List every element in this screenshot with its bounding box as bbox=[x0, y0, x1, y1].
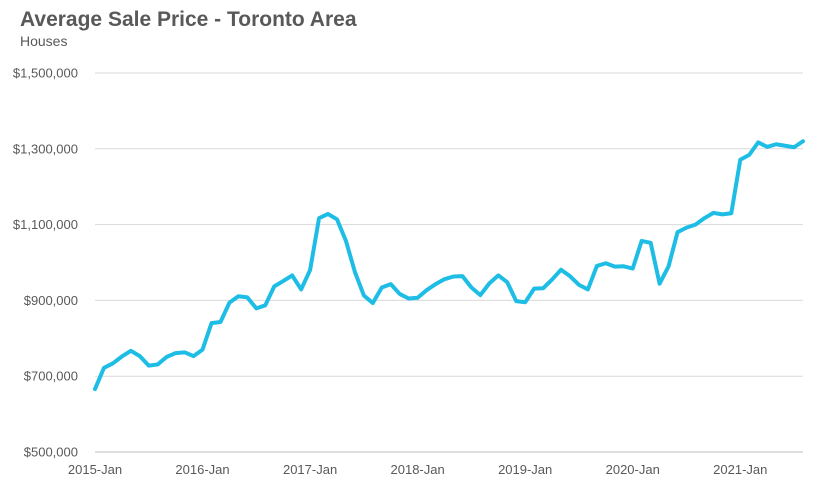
data-point bbox=[684, 226, 688, 230]
data-point bbox=[720, 212, 724, 216]
data-point bbox=[120, 354, 124, 358]
data-point bbox=[254, 306, 258, 310]
data-point bbox=[756, 140, 760, 144]
data-point bbox=[290, 273, 294, 277]
data-point bbox=[183, 350, 187, 354]
data-point bbox=[693, 223, 697, 227]
y-tick-label: $1,300,000 bbox=[13, 141, 78, 156]
data-point bbox=[102, 366, 106, 370]
series-line bbox=[93, 139, 805, 392]
data-point bbox=[460, 274, 464, 278]
data-point bbox=[344, 239, 348, 243]
data-point bbox=[192, 354, 196, 358]
data-point bbox=[783, 144, 787, 148]
data-point bbox=[380, 286, 384, 290]
data-point bbox=[451, 275, 455, 279]
data-point bbox=[389, 282, 393, 286]
data-point bbox=[263, 303, 267, 307]
data-point bbox=[308, 268, 312, 272]
data-point bbox=[577, 283, 581, 287]
x-tick-label: 2015-Jan bbox=[68, 462, 122, 477]
data-point bbox=[774, 142, 778, 146]
data-point bbox=[93, 387, 97, 391]
data-point bbox=[532, 287, 536, 291]
data-point bbox=[711, 211, 715, 215]
x-tick-label: 2018-Jan bbox=[391, 462, 445, 477]
data-point bbox=[272, 284, 276, 288]
data-point bbox=[443, 277, 447, 281]
data-point bbox=[676, 230, 680, 234]
data-point bbox=[514, 299, 518, 303]
data-point bbox=[398, 292, 402, 296]
data-point bbox=[317, 216, 321, 220]
data-point bbox=[505, 280, 509, 284]
data-point bbox=[174, 351, 178, 355]
data-point bbox=[559, 268, 563, 272]
data-point bbox=[353, 270, 357, 274]
data-point bbox=[631, 267, 635, 271]
data-point bbox=[738, 158, 742, 162]
data-point bbox=[156, 362, 160, 366]
data-point bbox=[218, 320, 222, 324]
data-point bbox=[765, 145, 769, 149]
data-point bbox=[201, 348, 205, 352]
data-point bbox=[550, 278, 554, 282]
data-point bbox=[138, 354, 142, 358]
x-tick-label: 2016-Jan bbox=[175, 462, 229, 477]
data-point bbox=[299, 287, 303, 291]
data-point bbox=[469, 286, 473, 290]
data-point bbox=[165, 355, 169, 359]
y-tick-label: $1,100,000 bbox=[13, 217, 78, 232]
data-point bbox=[658, 282, 662, 286]
data-point bbox=[245, 295, 249, 299]
x-tick-label: 2017-Jan bbox=[283, 462, 337, 477]
data-point bbox=[111, 361, 115, 365]
data-point bbox=[416, 296, 420, 300]
data-point bbox=[407, 297, 411, 301]
data-point bbox=[129, 349, 133, 353]
data-point bbox=[568, 274, 572, 278]
x-tick-label: 2021-Jan bbox=[713, 462, 767, 477]
data-point bbox=[801, 139, 805, 143]
data-point bbox=[729, 211, 733, 215]
data-point bbox=[595, 264, 599, 268]
y-tick-label: $700,000 bbox=[24, 369, 78, 384]
x-tick-label: 2019-Jan bbox=[498, 462, 552, 477]
data-point bbox=[434, 282, 438, 286]
data-point bbox=[613, 265, 617, 269]
data-point bbox=[792, 145, 796, 149]
data-point bbox=[702, 216, 706, 220]
data-point bbox=[496, 273, 500, 277]
data-point bbox=[147, 364, 151, 368]
data-point bbox=[281, 279, 285, 283]
data-point bbox=[478, 293, 482, 297]
chart-subtitle: Houses bbox=[20, 33, 68, 49]
data-point bbox=[425, 288, 429, 292]
data-point bbox=[604, 261, 608, 265]
data-point bbox=[210, 321, 214, 325]
x-tick-label: 2020-Jan bbox=[606, 462, 660, 477]
chart-title: Average Sale Price - Toronto Area bbox=[20, 8, 357, 31]
data-point bbox=[640, 239, 644, 243]
data-point bbox=[523, 300, 527, 304]
y-tick-label: $500,000 bbox=[24, 445, 78, 460]
data-point bbox=[541, 286, 545, 290]
data-point bbox=[622, 264, 626, 268]
data-point bbox=[487, 281, 491, 285]
data-point bbox=[586, 287, 590, 291]
data-point bbox=[236, 294, 240, 298]
data-point bbox=[326, 212, 330, 216]
y-tick-label: $900,000 bbox=[24, 293, 78, 308]
data-point bbox=[362, 293, 366, 297]
data-point bbox=[371, 301, 375, 305]
data-point bbox=[667, 264, 671, 268]
data-point bbox=[649, 241, 653, 245]
data-point bbox=[747, 153, 751, 157]
y-tick-label: $1,500,000 bbox=[13, 66, 78, 81]
data-point bbox=[335, 217, 339, 221]
data-point bbox=[227, 301, 231, 305]
